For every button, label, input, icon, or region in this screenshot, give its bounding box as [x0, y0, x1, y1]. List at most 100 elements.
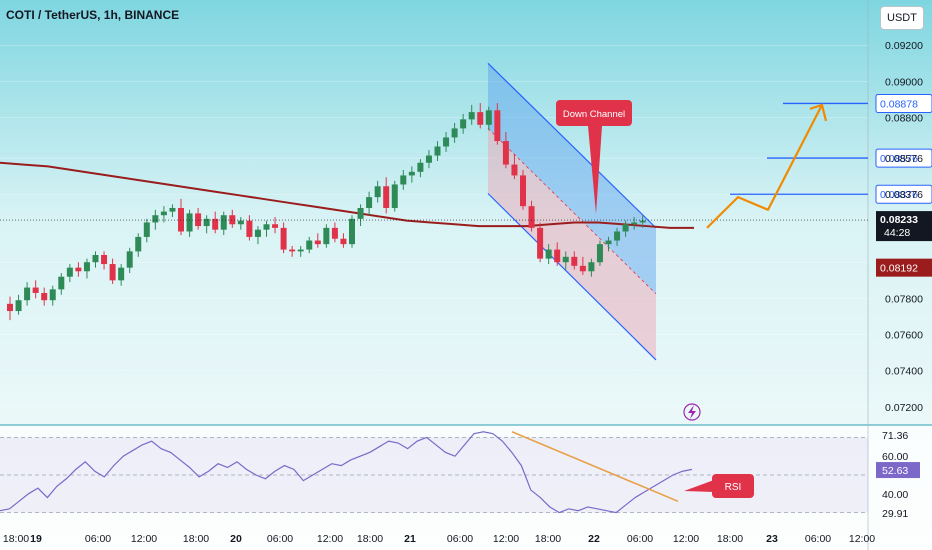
- candle-body: [41, 292, 48, 301]
- candle-body: [366, 197, 373, 208]
- price-tick-label: 0.08376: [885, 189, 923, 201]
- candle-body: [434, 146, 441, 156]
- candle-body: [237, 220, 244, 225]
- candle-body: [391, 184, 398, 208]
- rsi-line: [0, 431, 693, 514]
- currency-selector[interactable]: USDT: [880, 6, 924, 30]
- candle-body: [178, 207, 184, 232]
- candle-body: [622, 224, 629, 232]
- rsi-trendline: [511, 431, 679, 503]
- rsi-callout-pointer: [684, 480, 714, 492]
- rsi-last-label: 52.63: [882, 465, 908, 477]
- candle-body: [485, 110, 492, 125]
- candle-body: [75, 267, 82, 272]
- candle-body: [254, 229, 261, 237]
- rsi-panel: 71.36 60.00 52.63 40.00 29.91 RSI: [0, 430, 920, 520]
- level-box: [875, 184, 932, 204]
- candle-body: [417, 162, 424, 172]
- candle-body: [289, 249, 296, 252]
- time-tick-label: 18:00: [183, 533, 209, 545]
- ma-line: [0, 161, 694, 229]
- symbol-title: COTI / TetherUS, 1h, BINANCE: [6, 8, 180, 22]
- time-axis: 18:00 19 06:00 12:00 18:00 20 06:00 12:00 18:00 2…: [3, 533, 875, 545]
- moving-average: [0, 161, 694, 229]
- level-label: 0.08878: [880, 98, 918, 110]
- price-levels: 0.08878 0.08576 0.08376: [730, 93, 932, 204]
- time-tick-label: 06:00: [447, 533, 473, 545]
- candle-body: [323, 227, 330, 245]
- candle-body: [562, 256, 569, 263]
- time-tick-label: 18:00: [535, 533, 561, 545]
- candle-body: [49, 289, 56, 301]
- callout-pointer: [588, 126, 602, 214]
- candle-body: [631, 222, 638, 225]
- callout-box: [556, 100, 632, 126]
- candle-body: [451, 128, 458, 138]
- candle-body: [15, 300, 22, 312]
- candle-body: [24, 287, 31, 301]
- candle-body: [477, 112, 484, 125]
- rsi-tick-label: 40.00: [882, 489, 908, 501]
- candle-body: [92, 255, 99, 263]
- time-tick-label: 12:00: [849, 533, 875, 545]
- candle-body: [32, 287, 39, 293]
- candle-body: [383, 186, 390, 208]
- last-price-label: 0.08233: [880, 214, 918, 226]
- ma-badge: [876, 258, 932, 277]
- candle-body: [160, 211, 167, 216]
- candle-body: [212, 218, 219, 230]
- candle-body: [66, 267, 73, 277]
- rsi-callout-box: [712, 474, 754, 498]
- ma-label: 0.08192: [880, 263, 918, 275]
- time-tick-label: 06:00: [805, 533, 831, 545]
- rsi-tick-label: 29.91: [882, 508, 908, 520]
- time-tick-label: 12:00: [493, 533, 519, 545]
- price-axis: 0.092000.090000.088000.085760.083760.080…: [885, 40, 923, 414]
- candle-body: [143, 222, 150, 237]
- candle-body: [169, 207, 176, 212]
- down-channel: [487, 62, 657, 361]
- candle-body: [554, 249, 561, 263]
- candle-body: [579, 265, 586, 272]
- candle-body: [520, 175, 526, 207]
- candle-body: [639, 220, 646, 223]
- time-tick-label: 12:00: [131, 533, 157, 545]
- candle-body: [118, 267, 125, 281]
- candle-body: [425, 155, 432, 163]
- time-tick-label: 18:00: [3, 533, 29, 545]
- candle-body: [58, 276, 65, 290]
- candle-body: [340, 238, 347, 245]
- candle-body: [614, 231, 621, 241]
- candle-body: [443, 137, 450, 147]
- candle-body: [7, 303, 13, 312]
- projection-arrow: [706, 103, 828, 229]
- time-tick-label: 06:00: [85, 533, 111, 545]
- channel-lower-fill: [488, 128, 656, 360]
- price-tick-label: 0.07200: [885, 402, 923, 414]
- candle-body: [297, 249, 304, 252]
- time-tick-label: 22: [588, 533, 600, 545]
- candle-body: [400, 175, 407, 185]
- candle-body: [571, 256, 578, 266]
- candle-body: [246, 220, 253, 237]
- candle-body: [374, 186, 381, 198]
- time-tick-label: 20: [230, 533, 242, 545]
- rsi-tick-label: 60.00: [882, 451, 908, 463]
- time-tick-label: 12:00: [317, 533, 343, 545]
- candle-body: [135, 236, 142, 252]
- time-tick-label: 23: [766, 533, 778, 545]
- price-tick-label: 0.08800: [885, 113, 923, 125]
- level-box: [875, 148, 932, 168]
- candle-body: [545, 249, 552, 259]
- candle-body: [203, 218, 210, 227]
- price-tick-label: 0.07600: [885, 330, 923, 342]
- candle-body: [229, 215, 236, 225]
- candle-body: [468, 112, 475, 120]
- candle-body: [460, 119, 467, 129]
- candle-body: [220, 215, 227, 230]
- level-box: [875, 93, 932, 113]
- time-tick-label: 12:00: [673, 533, 699, 545]
- time-tick-label: 18:00: [717, 533, 743, 545]
